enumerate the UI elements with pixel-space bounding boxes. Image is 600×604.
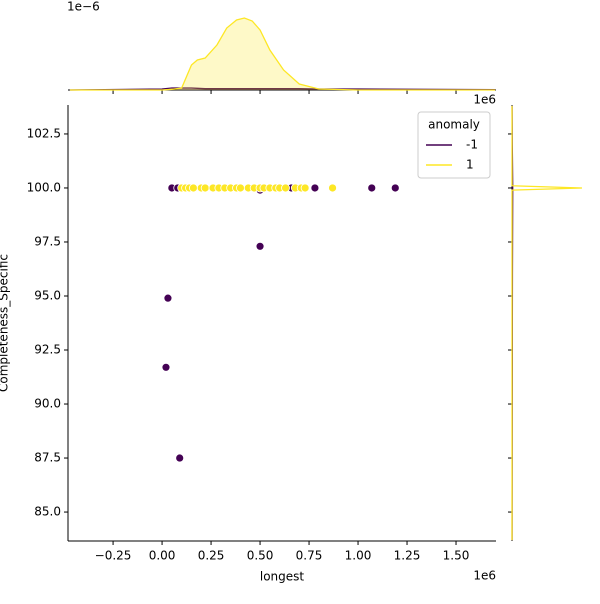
- point: [310, 183, 320, 193]
- x-tick-label: 0.50: [247, 549, 274, 563]
- x-tick-label: 1.00: [345, 549, 372, 563]
- y-tick-label: 95.0: [34, 288, 61, 302]
- point: [390, 183, 400, 193]
- point: [189, 183, 198, 193]
- legend-label: 1: [466, 158, 474, 172]
- point: [163, 293, 173, 303]
- x-tick-label: 0.25: [198, 549, 225, 563]
- y-tick-label: 102.5: [27, 126, 61, 140]
- y-tick-label: 100.0: [27, 180, 61, 194]
- legend-label: -1: [466, 138, 478, 152]
- point: [367, 183, 377, 193]
- legend-title: anomaly: [428, 118, 480, 132]
- x-tick-label: 0.75: [296, 549, 323, 563]
- legend: anomaly -1 1: [417, 111, 491, 179]
- x-axis-label: longest: [260, 570, 305, 584]
- legend-box: [417, 111, 491, 179]
- density-line: [511, 105, 583, 541]
- x-tick-label: 1.25: [394, 549, 421, 563]
- x-tick-label: 1.50: [443, 549, 470, 563]
- y-tick-label: 97.5: [34, 234, 61, 248]
- y-tick-label: 92.5: [34, 343, 61, 357]
- point: [200, 183, 210, 193]
- x-tick-label: 0.00: [149, 549, 176, 563]
- marginal-x-offset: 1e6: [473, 93, 496, 107]
- density-area: [69, 18, 496, 90]
- y-tick-label: 87.5: [34, 451, 61, 465]
- y-axis-label: Completeness_Specific: [0, 254, 11, 392]
- point: [255, 241, 265, 251]
- point: [281, 183, 290, 193]
- point: [328, 183, 337, 193]
- x-tick-label: −0.25: [95, 549, 132, 563]
- point: [300, 183, 310, 193]
- y-tick-label: 85.0: [34, 505, 61, 519]
- point: [236, 183, 245, 193]
- point: [161, 362, 171, 372]
- x-offset: 1e6: [473, 569, 496, 583]
- marginal-y-offset: 1e−6: [67, 0, 100, 14]
- point: [175, 453, 185, 463]
- y-tick-label: 90.0: [34, 397, 61, 411]
- density-line: [69, 17, 496, 91]
